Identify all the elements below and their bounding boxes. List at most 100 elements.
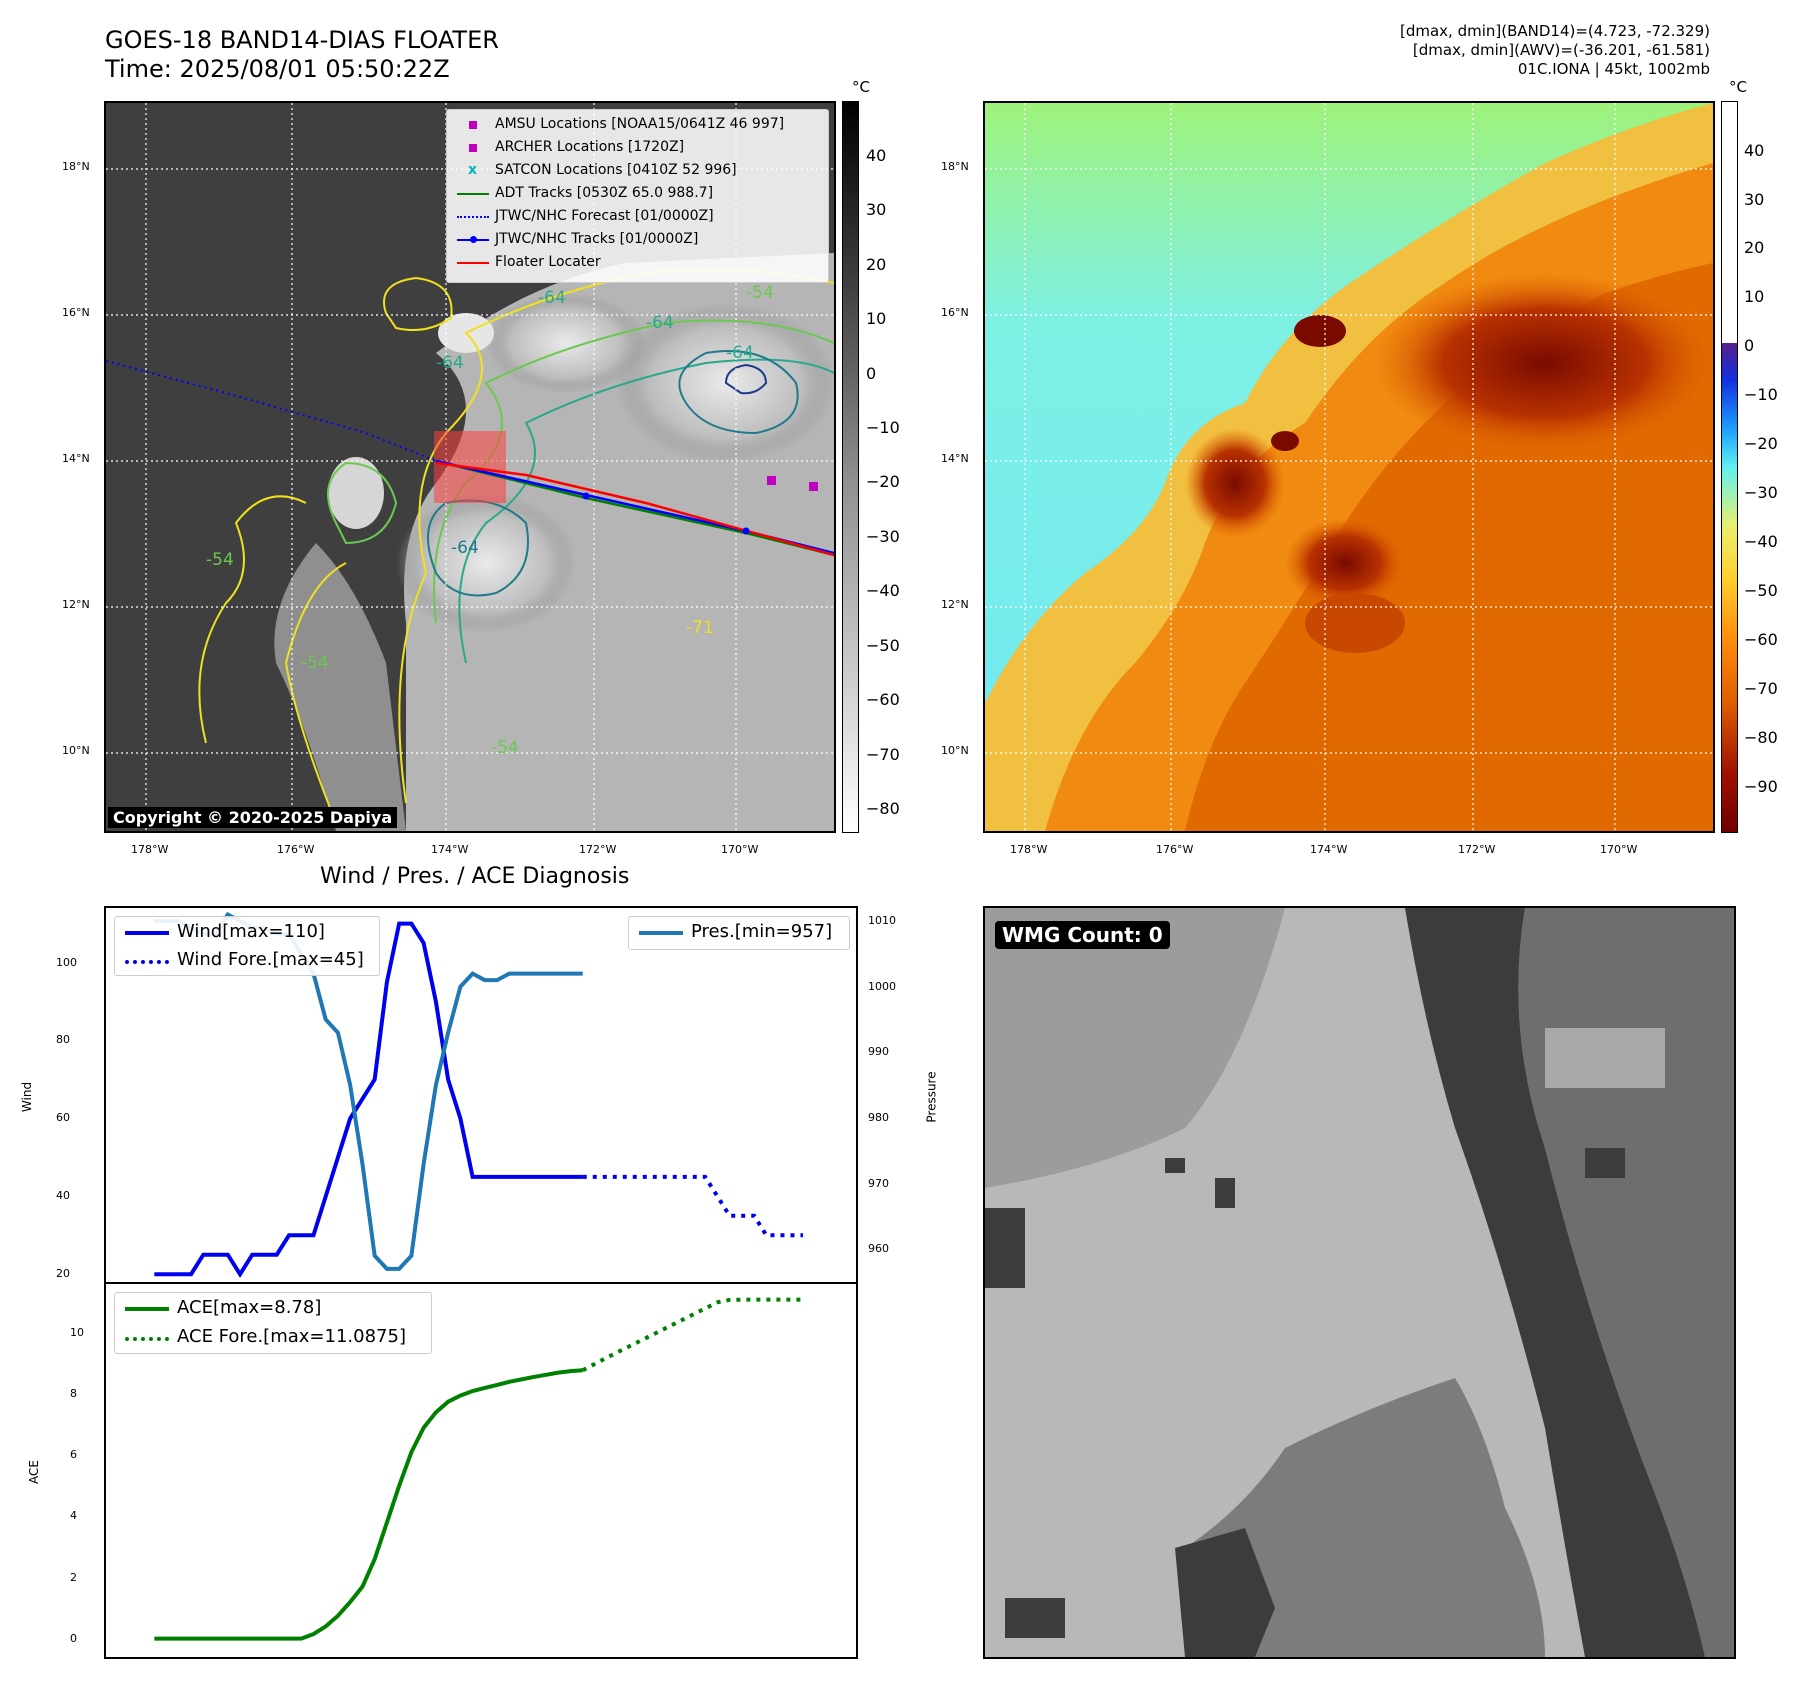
colorbar-tick: 20 [1744, 238, 1765, 257]
color-ir-map-svg [985, 103, 1713, 831]
contour-green-2 [327, 461, 398, 545]
solid-line-icon [457, 256, 489, 270]
wind-y-tick: 20 [56, 1267, 70, 1281]
ace-plot: ACE[max=8.78] ACE Fore.[max=11.0875] [104, 1282, 858, 1659]
lon-tick: 178°W [131, 843, 169, 856]
line-dot-icon [457, 233, 489, 247]
colorbar-tick: −10 [1744, 385, 1778, 404]
contour-label: -64 [538, 288, 566, 308]
lat-tick: 16°N [62, 306, 90, 319]
legend-label: ACE[max=8.78] [177, 1297, 322, 1318]
legend-item-jtwc: JTWC/NHC Tracks [01/0000Z] [447, 229, 828, 251]
ace-y-tick: 10 [70, 1325, 84, 1339]
pressure-y-tick: 960 [868, 1242, 889, 1256]
legend-label: JTWC/NHC Forecast [01/0000Z] [495, 208, 714, 224]
ace-forecast-line [581, 1297, 804, 1372]
wmg-mid-region [1185, 1378, 1545, 1657]
lon-tick: 176°W [1156, 843, 1194, 856]
lat-tick: 10°N [62, 744, 90, 757]
legend-item-amsu: AMSU Locations [NOAA15/0641Z 46 997] [447, 114, 828, 136]
ace-y-tick: 8 [70, 1387, 77, 1401]
ace-y-tick: 6 [70, 1448, 77, 1462]
wind-forecast-line [582, 1174, 804, 1238]
jtwc-point [742, 527, 750, 535]
ace-line [154, 1368, 583, 1641]
hot-core-5 [1271, 431, 1299, 451]
lon-tick: 170°W [721, 843, 759, 856]
colorbar-tick: −10 [866, 418, 900, 437]
ir-map-panel: -64 -64 -64 -64 -54 -54 -54 -64 -54 -71 … [104, 101, 836, 833]
colorbar-tick: 10 [866, 309, 887, 328]
wmg-dark-band [1405, 908, 1705, 1657]
contour-label: -64 [436, 353, 464, 373]
wind-y-tick: 40 [56, 1189, 70, 1203]
colorbar-tick: −40 [866, 581, 900, 600]
contour-yellow-3 [284, 562, 347, 824]
legend-item-adt: ADT Tracks [0530Z 65.0 988.7] [447, 183, 828, 205]
lat-tick: 18°N [62, 160, 90, 173]
legend-label: Floater Locater [495, 254, 601, 270]
contour-label: -71 [686, 618, 714, 638]
lat-tick: 12°N [941, 598, 969, 611]
ace-legend: ACE[max=8.78] ACE Fore.[max=11.0875] [114, 1292, 432, 1354]
colorbar-tick: −20 [866, 472, 900, 491]
wmg-dark-patch [1005, 1598, 1065, 1638]
colorbar-tick: 30 [866, 200, 887, 219]
colorbar-tick: 40 [866, 146, 887, 165]
colorbar-left-unit: °C [852, 78, 870, 96]
lon-tick: 172°W [1458, 843, 1496, 856]
wind-pressure-plot: Wind[max=110] Wind Fore.[max=45] Pres.[m… [104, 906, 858, 1284]
colorbar-tick: −50 [866, 636, 900, 655]
colorbar-tick: 40 [1744, 141, 1765, 160]
contour-label: -64 [646, 313, 674, 333]
diagnosis-chart-title: Wind / Pres. / ACE Diagnosis [320, 864, 630, 889]
solid-line-icon [457, 187, 489, 201]
square-marker-icon [457, 118, 489, 132]
figure-title: GOES-18 BAND14-DIAS FLOATER Time: 2025/0… [105, 26, 499, 84]
contour-dark-1 [724, 363, 768, 395]
legend-item-satcon: x SATCON Locations [0410Z 52 996] [447, 160, 828, 182]
hot-core-4 [1294, 315, 1346, 347]
wind-axis-label: Wind [20, 1081, 35, 1113]
cloud-core-3 [486, 293, 646, 393]
contour-label: -54 [301, 653, 329, 673]
cloud-band-west [274, 543, 406, 831]
title-line-1: GOES-18 BAND14-DIAS FLOATER [105, 26, 499, 54]
colorbar-tick: 0 [1744, 336, 1755, 355]
hot-core-2 [1285, 518, 1405, 608]
jtwc-point [582, 492, 590, 500]
colorbar-tick: −60 [1744, 630, 1778, 649]
legend-item-floater: Floater Locater [447, 252, 828, 274]
contour-teal-3 [678, 350, 799, 435]
square-marker-icon [457, 141, 489, 155]
ace-y-tick: 2 [70, 1570, 77, 1584]
colorbar-tick: 0 [866, 364, 877, 383]
lat-tick: 12°N [62, 598, 90, 611]
colorbar-tick: −80 [866, 799, 900, 818]
info-line-1: [dmax, dmin](BAND14)=(4.723, -72.329) [1399, 22, 1710, 40]
colorbar-right-unit: °C [1729, 78, 1747, 96]
lon-tick: 170°W [1600, 843, 1638, 856]
legend-item-forecast: JTWC/NHC Forecast [01/0000Z] [447, 206, 828, 228]
contour-label: -54 [206, 550, 234, 570]
colorbar-right [1721, 101, 1738, 833]
colorbar-tick: −70 [866, 745, 900, 764]
wmg-count-badge: WMG Count: 0 [995, 921, 1170, 949]
colorbar-tick: −40 [1744, 532, 1778, 551]
wind-legend: Wind[max=110] Wind Fore.[max=45] [114, 916, 380, 976]
colorbar-left [842, 101, 859, 833]
colorbar-tick: −30 [1744, 483, 1778, 502]
legend-label: ACE Fore.[max=11.0875] [177, 1326, 406, 1347]
contour-label: -64 [451, 538, 479, 558]
contour-green-1 [433, 319, 834, 624]
map-gridlines [985, 103, 1713, 831]
colorbar-tick: 20 [866, 255, 887, 274]
wind-y-tick: 100 [56, 955, 77, 969]
colorbar-tick: −60 [866, 690, 900, 709]
ace-axis-label: ACE [26, 1460, 41, 1484]
map-legend: AMSU Locations [NOAA15/0641Z 46 997] ARC… [446, 109, 829, 283]
lon-tick: 178°W [1010, 843, 1048, 856]
info-block: [dmax, dmin](BAND14)=(4.723, -72.329) [d… [1400, 22, 1710, 79]
legend-item-archer: ARCHER Locations [1720Z] [447, 137, 828, 159]
dotted-line-icon [125, 1337, 169, 1341]
